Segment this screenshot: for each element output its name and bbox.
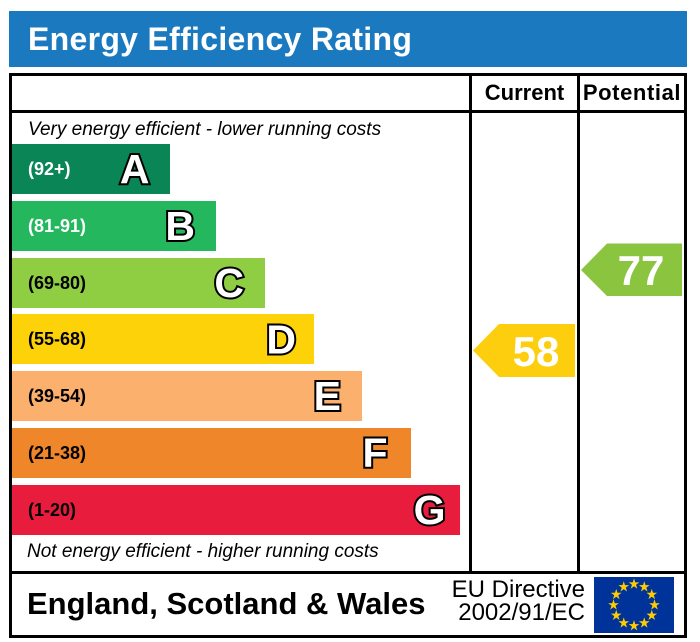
svg-text:G: G	[414, 487, 446, 533]
svg-text:E: E	[314, 373, 341, 419]
svg-text:F: F	[362, 430, 387, 476]
svg-text:58: 58	[513, 328, 560, 375]
svg-text:D: D	[266, 317, 296, 363]
svg-text:A: A	[120, 146, 150, 192]
svg-text:C: C	[214, 260, 244, 306]
svg-text:77: 77	[618, 247, 665, 294]
svg-text:B: B	[165, 203, 195, 249]
